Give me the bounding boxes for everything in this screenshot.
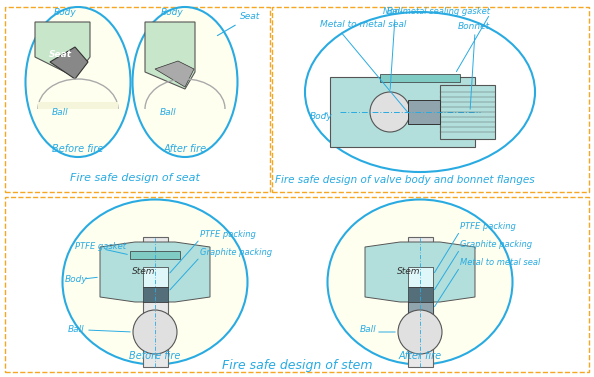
FancyBboxPatch shape (440, 85, 495, 139)
Bar (272, 7, 589, 192)
Text: Body: Body (65, 275, 88, 284)
Bar (408, 100, 440, 124)
Text: After fire: After fire (163, 144, 207, 154)
Text: Fire safe design of valve body and bonnet flanges: Fire safe design of valve body and bonne… (275, 175, 535, 185)
Bar (130, 251, 180, 259)
Text: Body: Body (53, 8, 77, 17)
Text: After fire: After fire (399, 351, 441, 361)
Text: Seat: Seat (217, 12, 260, 35)
Text: Seat: Seat (49, 50, 71, 59)
Circle shape (370, 92, 410, 132)
Text: Non-metal sealing gasket: Non-metal sealing gasket (383, 7, 490, 16)
Text: Before fire: Before fire (129, 351, 181, 361)
Text: Stem: Stem (397, 267, 421, 276)
Ellipse shape (132, 7, 238, 157)
Polygon shape (50, 47, 88, 79)
Text: Ball: Ball (52, 108, 68, 117)
Text: Ball: Ball (68, 325, 84, 334)
Polygon shape (38, 102, 118, 109)
Bar (408, 237, 433, 367)
Text: Body: Body (160, 8, 184, 17)
Text: Fire safe design of stem: Fire safe design of stem (222, 359, 372, 372)
Text: Before fire: Before fire (52, 144, 104, 154)
Bar (408, 287, 433, 302)
Bar (143, 237, 168, 367)
FancyBboxPatch shape (330, 77, 475, 147)
Text: Metal to metal seal: Metal to metal seal (320, 20, 406, 29)
Polygon shape (145, 22, 195, 89)
Ellipse shape (26, 7, 131, 157)
Text: Stem: Stem (132, 267, 156, 276)
Polygon shape (100, 242, 210, 302)
Bar (5, 7, 270, 192)
Bar (408, 302, 433, 315)
Text: Graphite packing: Graphite packing (460, 240, 532, 249)
Bar (380, 74, 460, 82)
Bar (143, 267, 168, 287)
Text: PTFE gasket: PTFE gasket (75, 242, 126, 251)
Bar (143, 287, 168, 302)
Text: Ball: Ball (360, 325, 377, 334)
Text: PTFE packing: PTFE packing (200, 230, 256, 239)
Bar (408, 267, 433, 287)
Polygon shape (365, 242, 475, 302)
Text: PTFE packing: PTFE packing (460, 222, 516, 231)
Polygon shape (35, 22, 90, 77)
Text: Bonnet: Bonnet (458, 22, 490, 31)
Polygon shape (155, 61, 194, 87)
Text: Graphite packing: Graphite packing (200, 248, 272, 257)
Ellipse shape (327, 199, 513, 365)
Text: Ball: Ball (160, 108, 176, 117)
Circle shape (398, 310, 442, 354)
Text: Metal to metal seal: Metal to metal seal (460, 258, 541, 267)
Ellipse shape (62, 199, 248, 365)
Circle shape (133, 310, 177, 354)
Bar (5, 197, 589, 372)
Text: Fire safe design of seat: Fire safe design of seat (70, 173, 200, 183)
Text: Body: Body (310, 112, 333, 121)
Text: Ball: Ball (387, 7, 403, 16)
